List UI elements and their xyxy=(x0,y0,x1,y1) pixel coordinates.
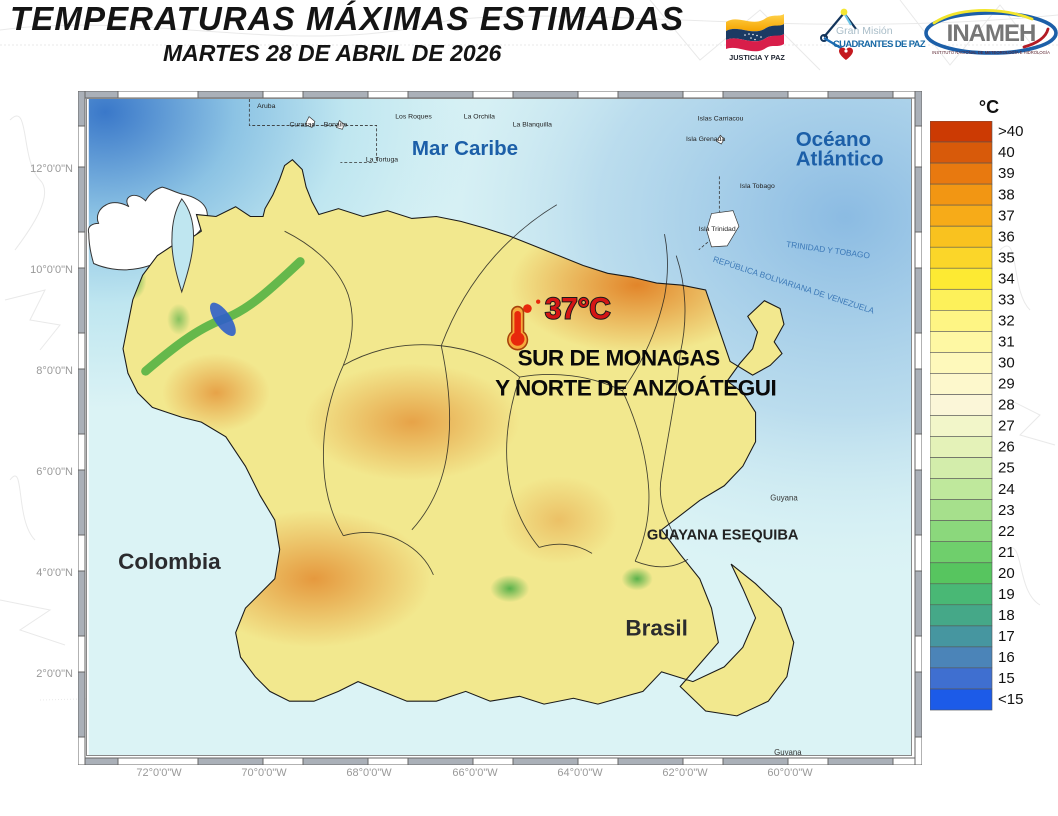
svg-text:10°0'0"N: 10°0'0"N xyxy=(30,264,73,276)
svg-text:Islas Carriacou: Islas Carriacou xyxy=(698,116,744,123)
svg-text:66°0'0"W: 66°0'0"W xyxy=(452,767,498,779)
svg-text:28: 28 xyxy=(998,397,1015,414)
svg-text:Isla Trinidad: Isla Trinidad xyxy=(699,226,736,233)
svg-text:6°0'0"N: 6°0'0"N xyxy=(36,466,73,478)
svg-text:31: 31 xyxy=(998,334,1015,351)
svg-text:<15: <15 xyxy=(998,691,1023,708)
svg-text:17: 17 xyxy=(998,628,1015,645)
svg-text:15: 15 xyxy=(998,670,1015,687)
svg-text:32: 32 xyxy=(998,313,1015,330)
svg-text:>40: >40 xyxy=(998,123,1023,140)
svg-text:Guyana: Guyana xyxy=(770,493,798,502)
svg-text:La Orchila: La Orchila xyxy=(464,114,495,121)
svg-text:Brasil: Brasil xyxy=(625,616,688,641)
svg-text:Colombia: Colombia xyxy=(118,549,221,574)
svg-text:Mar Caribe: Mar Caribe xyxy=(412,137,518,160)
svg-text:64°0'0"W: 64°0'0"W xyxy=(557,767,603,779)
svg-text:Los Roques: Los Roques xyxy=(395,114,432,121)
svg-text:68°0'0"W: 68°0'0"W xyxy=(346,767,392,779)
svg-text:24: 24 xyxy=(998,481,1015,498)
svg-text:33: 33 xyxy=(998,291,1015,308)
svg-text:12°0'0"N: 12°0'0"N xyxy=(30,163,73,175)
svg-text:La Tortuga: La Tortuga xyxy=(366,157,398,164)
svg-text:Curazao: Curazao xyxy=(289,121,315,128)
svg-text:Bonaire: Bonaire xyxy=(324,121,348,128)
svg-text:Isla Grenada: Isla Grenada xyxy=(686,136,725,143)
svg-text:Isla Tobago: Isla Tobago xyxy=(740,183,775,190)
svg-text:JUSTICIA Y PAZ: JUSTICIA Y PAZ xyxy=(729,53,785,62)
svg-text:16: 16 xyxy=(998,649,1015,666)
svg-text:40: 40 xyxy=(998,144,1015,161)
svg-text:INAMEH: INAMEH xyxy=(947,20,1036,47)
svg-text:CUADRANTES DE PAZ: CUADRANTES DE PAZ xyxy=(833,39,926,50)
svg-text:8°0'0"N: 8°0'0"N xyxy=(36,365,73,377)
svg-text:INSTITUTO NACIONAL DE METEOROL: INSTITUTO NACIONAL DE METEOROLOGÍA E HID… xyxy=(932,50,1050,55)
svg-text:26: 26 xyxy=(998,439,1015,456)
svg-text:70°0'0"W: 70°0'0"W xyxy=(241,767,287,779)
svg-text:27: 27 xyxy=(998,418,1015,435)
svg-text:18: 18 xyxy=(998,607,1015,624)
svg-text:Guyana: Guyana xyxy=(774,748,802,756)
svg-text:37°C: 37°C xyxy=(545,292,611,325)
svg-text:72°0'0"W: 72°0'0"W xyxy=(136,767,182,779)
svg-text:60°0'0"W: 60°0'0"W xyxy=(767,767,813,779)
svg-text:GUAYANA ESEQUIBA: GUAYANA ESEQUIBA xyxy=(647,528,799,544)
svg-text:34: 34 xyxy=(998,270,1015,287)
svg-text:SUR DE MONAGAS: SUR DE MONAGAS xyxy=(518,345,721,370)
svg-text:Gran Misión: Gran Misión xyxy=(836,25,893,37)
svg-text:19: 19 xyxy=(998,586,1015,603)
svg-text:La Blanquilla: La Blanquilla xyxy=(513,121,552,128)
svg-text:29: 29 xyxy=(998,376,1015,393)
svg-text:62°0'0"W: 62°0'0"W xyxy=(662,767,708,779)
svg-text:20: 20 xyxy=(998,565,1015,582)
svg-text:25: 25 xyxy=(998,460,1015,477)
svg-text:36: 36 xyxy=(998,228,1015,245)
svg-text:35: 35 xyxy=(998,249,1015,266)
svg-text:2°0'0"N: 2°0'0"N xyxy=(36,668,73,680)
svg-text:23: 23 xyxy=(998,502,1015,519)
svg-text:Aruba: Aruba xyxy=(257,103,275,110)
svg-text:39: 39 xyxy=(998,165,1015,182)
svg-text:4°0'0"N: 4°0'0"N xyxy=(36,567,73,579)
svg-text:37: 37 xyxy=(998,207,1015,224)
svg-text:Y NORTE DE ANZOÁTEGUI: Y NORTE DE ANZOÁTEGUI xyxy=(495,376,776,401)
svg-text:21: 21 xyxy=(998,544,1015,561)
svg-text:30: 30 xyxy=(998,355,1015,372)
svg-text:38: 38 xyxy=(998,186,1015,203)
svg-text:22: 22 xyxy=(998,523,1015,540)
svg-text:Atlántico: Atlántico xyxy=(796,148,884,171)
